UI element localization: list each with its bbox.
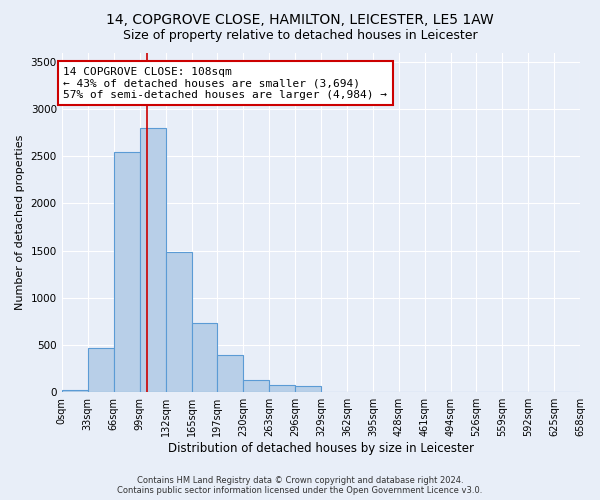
Bar [140,128,166,392]
Bar [88,348,113,392]
Bar [191,324,217,392]
Text: 14, COPGROVE CLOSE, HAMILTON, LEICESTER, LE5 1AW: 14, COPGROVE CLOSE, HAMILTON, LEICESTER,… [106,12,494,26]
Text: 14 COPGROVE CLOSE: 108sqm
← 43% of detached houses are smaller (3,694)
57% of se: 14 COPGROVE CLOSE: 108sqm ← 43% of detac… [63,66,387,100]
Bar [62,390,88,392]
Bar [269,384,295,392]
Bar [166,252,191,392]
Text: Contains HM Land Registry data © Crown copyright and database right 2024.
Contai: Contains HM Land Registry data © Crown c… [118,476,482,495]
X-axis label: Distribution of detached houses by size in Leicester: Distribution of detached houses by size … [168,442,474,455]
Bar [295,386,321,392]
Y-axis label: Number of detached properties: Number of detached properties [15,134,25,310]
Bar [217,356,243,392]
Bar [113,152,140,392]
Text: Size of property relative to detached houses in Leicester: Size of property relative to detached ho… [122,29,478,42]
Bar [243,380,269,392]
